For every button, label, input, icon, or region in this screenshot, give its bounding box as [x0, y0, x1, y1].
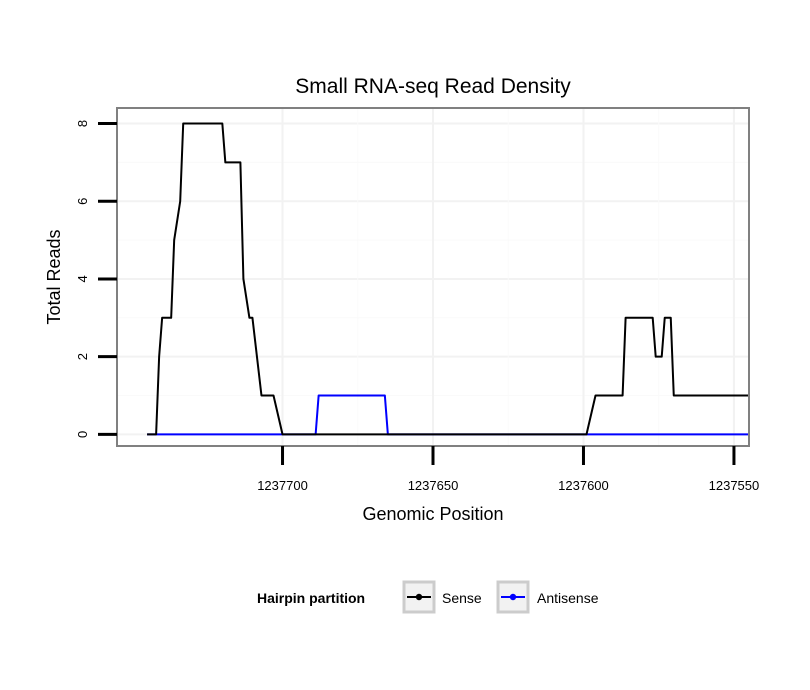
y-tick-label: 0	[75, 431, 90, 438]
chart-title: Small RNA-seq Read Density	[295, 75, 571, 98]
y-tick-label: 8	[75, 120, 90, 127]
x-axis: 1237700 1237650 1237600 1237550	[257, 446, 759, 493]
x-tick-label: 1237600	[558, 478, 609, 493]
y-axis-title: Total Reads	[44, 229, 64, 324]
legend: Hairpin partition Sense Antisense	[257, 580, 599, 614]
legend-label-sense: Sense	[442, 590, 482, 606]
legend-point-antisense	[509, 593, 517, 601]
x-axis-title: Genomic Position	[362, 504, 503, 524]
y-tick-label: 6	[75, 198, 90, 205]
y-tick-label: 2	[75, 353, 90, 360]
legend-point-sense	[415, 593, 423, 601]
plot-panel	[116, 107, 750, 447]
y-tick-label: 4	[75, 275, 90, 282]
y-axis: 0 2 4 6 8	[75, 120, 117, 438]
legend-title: Hairpin partition	[257, 590, 365, 606]
series-line-sense	[147, 122, 749, 436]
x-tick-label: 1237550	[709, 478, 760, 493]
x-tick-label: 1237650	[408, 478, 459, 493]
legend-label-antisense: Antisense	[537, 590, 599, 606]
x-tick-label: 1237700	[257, 478, 308, 493]
series-lines	[147, 122, 749, 436]
grid-lines	[117, 108, 749, 446]
